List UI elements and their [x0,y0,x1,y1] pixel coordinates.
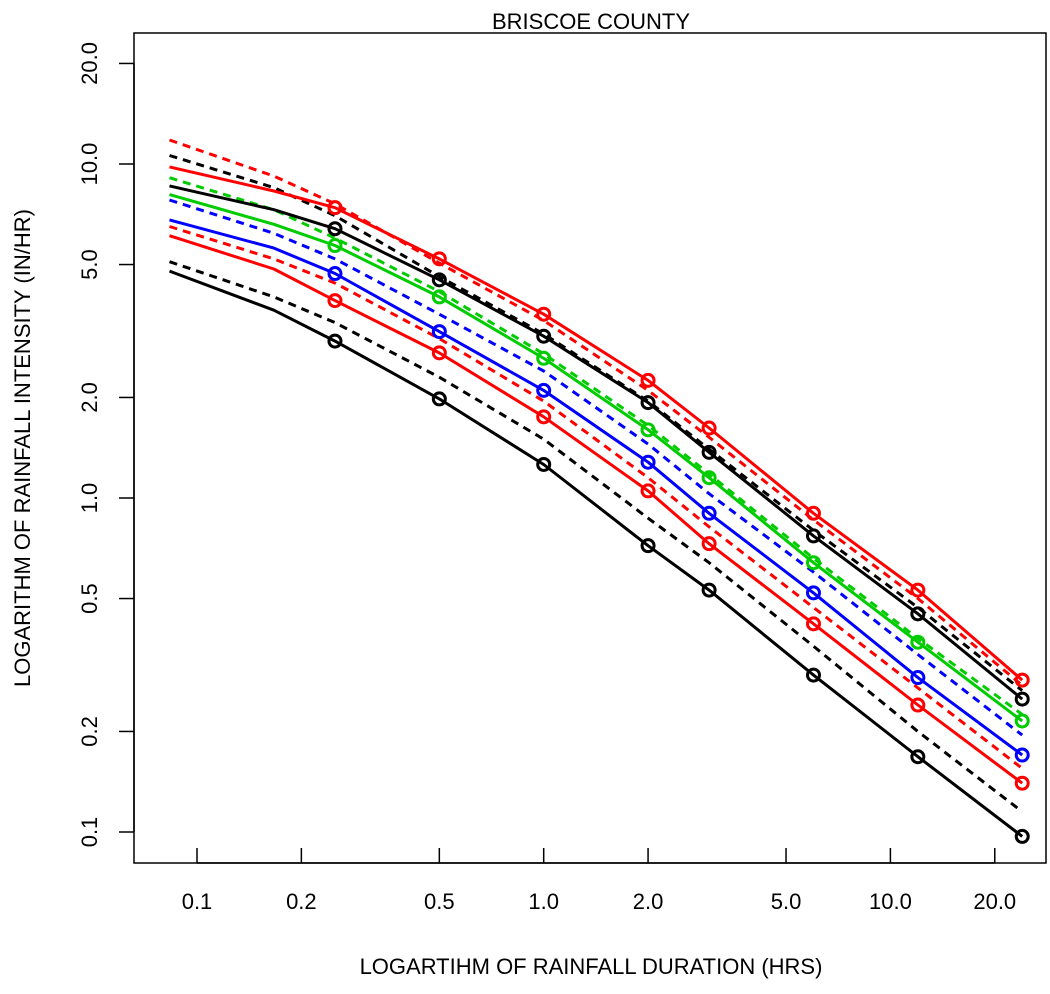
data-point [536,456,552,472]
y-tick-label: 0.1 [77,817,102,848]
dashed-curve [169,198,1024,737]
data-point [1014,691,1030,707]
dashed-curve [169,260,1024,813]
data-point [910,697,926,713]
data-point [701,505,717,521]
data-point [327,293,343,309]
series-12 [169,138,1024,687]
series-7 [169,193,1030,729]
series-1 [168,269,1030,844]
data-point [640,454,656,470]
x-tick-label: 20.0 [973,889,1016,914]
series-11 [169,165,1030,688]
solid-curve [169,234,1024,785]
data-point [640,483,656,499]
dashed-curve [169,138,1024,687]
solid-curve [169,165,1024,682]
x-tick-label: 0.5 [424,889,455,914]
data-point [536,409,552,425]
series-2 [169,260,1024,813]
data-point [805,585,821,601]
x-tick-label: 0.1 [182,889,213,914]
series-5 [169,218,1030,763]
y-tick-label: 0.5 [77,583,102,614]
series-10 [169,154,1024,692]
y-axis: 0.1 0.2 0.5 1.0 2.0 5.0 10.0 20.0 [77,42,135,848]
data-point [910,582,926,598]
y-tick-label: 0.2 [77,716,102,747]
solid-curve [169,218,1024,757]
series-4 [169,225,1024,770]
data-point [431,391,447,407]
data-point [431,272,447,288]
y-tick-label: 20.0 [77,42,102,85]
x-axis: 0.1 0.2 0.5 1.0 2.0 5.0 10.0 20.0 [182,848,1016,914]
x-tick-label: 10.0 [869,889,912,914]
data-point [327,221,343,237]
data-point [701,582,717,598]
data-point [536,382,552,398]
data-point [910,749,926,765]
dashed-curve [169,176,1024,716]
solid-curve [169,184,1024,701]
x-tick-label: 1.0 [528,889,559,914]
y-tick-label: 5.0 [77,249,102,280]
data-point [701,444,717,460]
y-tick-label: 2.0 [77,382,102,413]
dashed-curve [169,225,1024,770]
y-axis-label: LOGARITHM OF RAINFALL INTENSITY (IN/HR) [10,209,35,687]
solid-curve [168,269,1024,838]
data-point [805,616,821,632]
data-point [701,420,717,436]
data-point [431,345,447,361]
data-point [431,251,447,267]
data-point [327,238,343,254]
data-point [805,667,821,683]
x-tick-label: 5.0 [771,889,802,914]
dashed-curve [169,154,1024,692]
data-point [1014,775,1030,791]
data-point [327,266,343,282]
data-point [431,324,447,340]
y-tick-label: 10.0 [77,143,102,186]
data-point [1014,747,1030,763]
solid-curve [169,193,1024,723]
series-layer [168,138,1030,844]
x-tick-label: 2.0 [633,889,664,914]
data-point [640,395,656,411]
data-point [327,333,343,349]
x-axis-label: LOGARTIHM OF RAINFALL DURATION (HRS) [360,954,823,979]
series-6 [169,198,1024,737]
chart-title: BRISCOE COUNTY [492,9,690,34]
data-point [701,470,717,486]
data-point [640,538,656,554]
data-point [1014,828,1030,844]
data-point [910,670,926,686]
data-point [910,634,926,650]
data-point [1014,713,1030,729]
data-point [536,306,552,322]
series-3 [169,234,1030,791]
series-8 [169,176,1024,716]
data-point [640,372,656,388]
x-tick-label: 0.2 [286,889,317,914]
data-point [701,536,717,552]
y-tick-label: 1.0 [77,483,102,514]
